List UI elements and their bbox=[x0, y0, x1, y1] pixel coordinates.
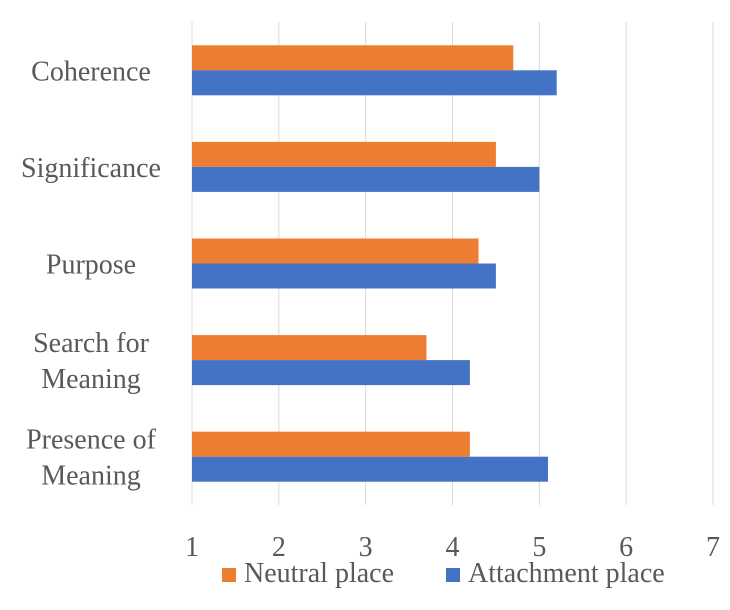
bar-neutral bbox=[192, 45, 514, 71]
x-tick-label: 1 bbox=[185, 532, 199, 563]
category-label: Purpose bbox=[46, 250, 136, 281]
category-label: Coherence bbox=[31, 56, 151, 87]
x-tick-label: 2 bbox=[272, 532, 286, 563]
category-label: Search for bbox=[33, 328, 150, 359]
legend-label: Attachment place bbox=[468, 558, 665, 589]
x-axis: 1 2 3 4 5 6 7 bbox=[185, 532, 720, 563]
bar-neutral bbox=[192, 141, 496, 167]
category-label: Meaning bbox=[41, 461, 141, 492]
category-label: Significance bbox=[21, 153, 161, 184]
bars bbox=[192, 45, 557, 482]
x-tick-label: 4 bbox=[446, 532, 460, 563]
bar-neutral bbox=[192, 431, 470, 457]
bar-attachment bbox=[192, 70, 557, 96]
category-label: Presence of bbox=[26, 425, 157, 456]
legend-swatch bbox=[446, 568, 460, 582]
x-tick-label: 5 bbox=[532, 532, 546, 563]
bar-neutral bbox=[192, 335, 427, 361]
bar-attachment bbox=[192, 456, 549, 482]
legend-label: Neutral place bbox=[244, 558, 394, 589]
category-labels: Coherence Significance Purpose Search for Me… bbox=[21, 56, 161, 491]
legend: Neutral place Attachment place bbox=[222, 558, 665, 589]
bar-neutral bbox=[192, 238, 479, 264]
x-tick-label: 3 bbox=[359, 532, 373, 563]
x-tick-label: 6 bbox=[619, 532, 633, 563]
legend-swatch bbox=[222, 568, 236, 582]
x-tick-label: 7 bbox=[706, 532, 720, 563]
bar-attachment bbox=[192, 166, 540, 192]
bar-attachment bbox=[192, 360, 470, 386]
bar-attachment bbox=[192, 263, 496, 289]
category-label: Meaning bbox=[41, 364, 141, 395]
